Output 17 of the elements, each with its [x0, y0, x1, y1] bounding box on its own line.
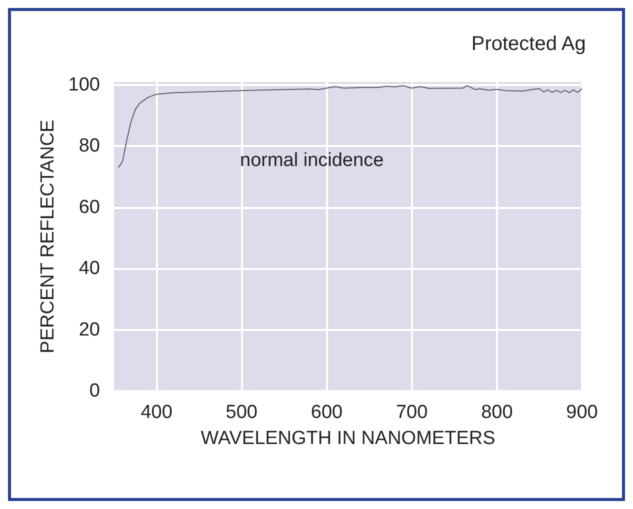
y-tick-label: 40	[78, 258, 100, 280]
x-tick-label: 500	[226, 402, 258, 423]
x-tick-label: 900	[566, 402, 598, 423]
y-tick-label: 0	[89, 380, 100, 402]
y-tick-label: 100	[68, 74, 100, 96]
y-tick-label: 60	[78, 196, 100, 218]
x-tick-label: 800	[481, 402, 513, 423]
chart-title: Protected Ag	[471, 33, 586, 55]
y-tick-label: 20	[78, 319, 100, 340]
annotation: normal incidence	[240, 150, 384, 171]
line-series	[118, 85, 582, 168]
x-axis-title: WAVELENGTH IN NANOMETERS	[200, 428, 496, 449]
y-tick-label: 80	[78, 136, 100, 157]
x-tick-label: 600	[310, 402, 343, 423]
y-axis-title: PERCENT REFLECTANCE	[37, 120, 58, 354]
x-tick-label: 400	[140, 402, 172, 423]
x-tick-label: 700	[396, 402, 428, 423]
